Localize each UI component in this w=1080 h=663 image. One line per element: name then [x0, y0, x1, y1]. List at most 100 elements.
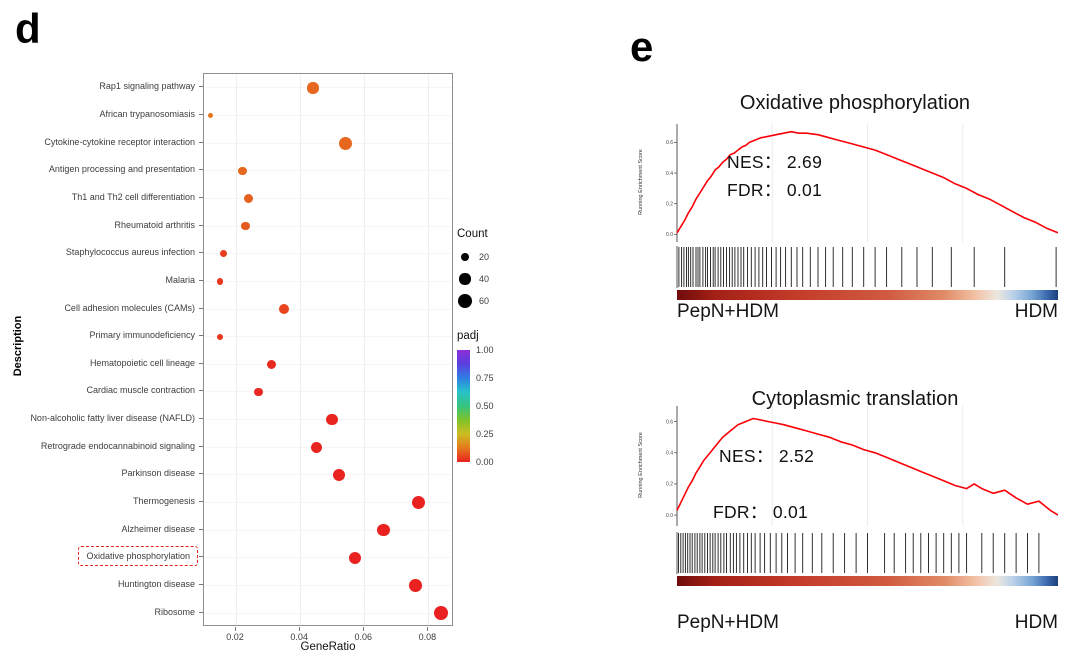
gridline-h — [204, 529, 452, 531]
y-tick-mark — [199, 113, 203, 115]
dot-african-trypanosomiasis — [207, 112, 213, 118]
svg-text:0.2: 0.2 — [666, 482, 673, 488]
legend-count-value: 40 — [479, 274, 490, 284]
dot-th1-and-th2-cell-differentiation — [244, 193, 254, 203]
gridline-h — [204, 253, 452, 255]
gridline-h — [204, 197, 452, 199]
dot-cytokine-cytokine-receptor-interaction — [338, 136, 352, 150]
y-tick-mark — [199, 390, 203, 392]
gridline-v — [235, 74, 237, 625]
panel-e-label: e — [630, 23, 654, 70]
dot-primary-immunodeficiency — [216, 333, 224, 340]
x-tick-mark — [363, 627, 365, 631]
legend-count: Count 20 40 60 — [457, 228, 489, 312]
category-label-parkinson-disease: Parkinson disease — [121, 468, 195, 479]
x-tick-mark — [299, 627, 301, 631]
svg-text:0.0: 0.0 — [666, 232, 673, 238]
y-tick-mark — [199, 584, 203, 586]
y-tick-mark — [199, 252, 203, 254]
gridline-h — [204, 87, 452, 89]
svg-text:0.4: 0.4 — [666, 171, 673, 177]
gridline-h — [204, 391, 452, 393]
gsea-right-group-label: HDM — [1014, 301, 1058, 322]
y-tick-mark — [199, 279, 203, 281]
legend-dot-icon — [457, 268, 473, 290]
dot-staphylococcus-aureus-infection — [219, 250, 227, 258]
y-tick-mark — [199, 307, 203, 309]
gsea-left-group-label: PepN+HDM — [677, 612, 779, 633]
category-label-ribosome: Ribosome — [154, 606, 195, 617]
dot-ribosome — [434, 606, 449, 621]
legend-count-item: 20 — [457, 246, 489, 268]
gridline-v — [363, 74, 365, 625]
gridline-h — [204, 114, 452, 116]
y-tick-mark — [199, 501, 203, 503]
category-label-rap1-signaling-pathway: Rap1 signaling pathway — [99, 81, 195, 92]
gsea-y-axis-title: Running Enrichment Score — [638, 149, 644, 215]
category-label-huntington-disease: Huntington disease — [117, 579, 195, 590]
category-label-primary-immunodeficiency: Primary immunodeficiency — [89, 330, 195, 341]
padj-tick-label: 0.00 — [476, 457, 494, 467]
padj-tick-label: 0.25 — [476, 429, 494, 439]
gsea-enrichment-curve-cytotrans: 0.6 0.4 0.2 0.0 — [666, 406, 1058, 526]
y-tick-mark — [199, 556, 203, 558]
y-tick-mark — [199, 528, 203, 530]
svg-text:0.6: 0.6 — [666, 419, 673, 425]
y-tick-mark — [199, 169, 203, 171]
y-tick-mark — [199, 445, 203, 447]
dot-rap1-signaling-pathway — [307, 82, 319, 94]
gridline-h — [204, 225, 452, 227]
gridline-h — [204, 142, 452, 144]
category-label-oxidative-phosphorylation: Oxidative phosphorylation — [78, 546, 198, 567]
category-label-cell-adhesion-molecules-cams: Cell adhesion molecules (CAMs) — [64, 302, 195, 313]
gridline-h — [204, 336, 452, 338]
legend-dot-icon — [457, 246, 473, 268]
count-size-dot — [460, 252, 470, 262]
category-label-non-alcoholic-fatty-liver-disease-nafld: Non-alcoholic fatty liver disease (NAFLD… — [30, 413, 195, 424]
x-tick-label: 0.06 — [354, 632, 373, 642]
gsea-left-group-label: PepN+HDM — [677, 301, 779, 322]
gsea-hit-barcode-oxphos — [676, 246, 1057, 288]
svg-text:0.6: 0.6 — [666, 140, 673, 146]
legend-count-items: 20 40 60 — [457, 246, 489, 312]
category-label-cytokine-cytokine-receptor-interaction: Cytokine-cytokine receptor interaction — [44, 136, 195, 147]
dot-rheumatoid-arthritis — [241, 221, 251, 231]
y-tick-mark — [199, 141, 203, 143]
dot-non-alcoholic-fatty-liver-disease-nafld — [326, 413, 339, 426]
dotplot-panel — [203, 73, 453, 626]
category-label-antigen-processing-and-presentation: Antigen processing and presentation — [48, 164, 195, 175]
x-tick-mark — [235, 627, 237, 631]
dot-huntington-disease — [409, 579, 422, 592]
legend-count-item: 40 — [457, 268, 489, 290]
dot-oxidative-phosphorylation — [348, 551, 361, 564]
dot-alzheimer-disease — [377, 523, 390, 537]
dot-retrograde-endocannabinoid-signaling — [310, 441, 322, 453]
category-label-rheumatoid-arthritis: Rheumatoid arthritis — [114, 219, 195, 230]
y-tick-mark — [199, 473, 203, 475]
padj-tick-label: 0.75 — [476, 373, 494, 383]
dot-antigen-processing-and-presentation — [238, 166, 247, 175]
gridline-h — [204, 612, 452, 614]
gridline-h — [204, 474, 452, 476]
y-tick-mark — [199, 418, 203, 420]
svg-text:0.2: 0.2 — [666, 201, 673, 207]
gridline-h — [204, 280, 452, 282]
gsea-nes-value-oxphos: NES： 2.69 — [727, 152, 823, 172]
x-tick-label: 0.02 — [226, 632, 244, 642]
category-label-staphylococcus-aureus-infection: Staphylococcus aureus infection — [65, 247, 195, 258]
y-tick-mark — [199, 196, 203, 198]
category-label-th1-and-th2-cell-differentiation: Th1 and Th2 cell differentiation — [71, 191, 195, 202]
panel-d-label: d — [15, 5, 41, 52]
legend-count-value: 20 — [479, 252, 490, 262]
category-label-thermogenesis: Thermogenesis — [132, 496, 195, 507]
category-label-retrograde-endocannabinoid-signaling: Retrograde endocannabinoid signaling — [40, 440, 195, 451]
svg-text:0.4: 0.4 — [666, 451, 673, 457]
gsea-group-labels-oxphos: PepN+HDM HDM — [677, 301, 1058, 323]
dot-thermogenesis — [412, 495, 426, 510]
gsea-fdr-value-cytotrans: FDR： 0.01 — [713, 502, 809, 522]
gsea-enrichment-curve-oxphos: 0.6 0.4 0.2 0.0 — [666, 124, 1058, 242]
svg-text:0.0: 0.0 — [666, 513, 673, 519]
y-tick-mark — [199, 86, 203, 88]
dot-hematopoietic-cell-lineage — [266, 359, 276, 369]
y-tick-mark — [199, 611, 203, 613]
